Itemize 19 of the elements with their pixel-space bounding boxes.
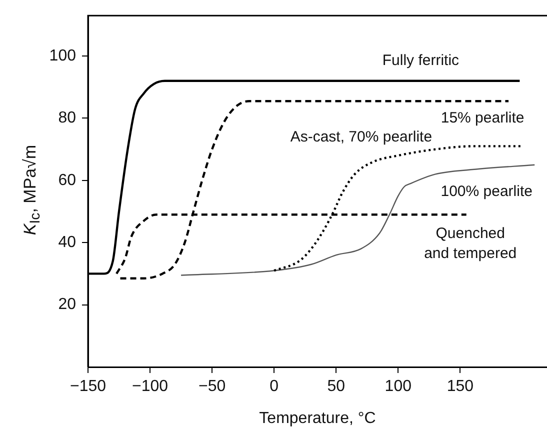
x-tick-label: −150 [70, 378, 106, 396]
x-tick-label: 0 [270, 378, 279, 396]
series-label: 100% pearlite [440, 183, 532, 200]
y-tick-label: 40 [58, 234, 76, 252]
y-tick-label: 80 [58, 110, 76, 127]
x-tick-label: 50 [327, 378, 346, 396]
y-tick-label: 60 [58, 172, 76, 189]
x-axis-title: Temperature, °C [259, 410, 376, 427]
series-label: Fully ferritic [382, 52, 460, 70]
line-series [180, 164, 536, 276]
x-tick-label: −50 [198, 378, 226, 396]
x-tick-label: 150 [446, 378, 474, 396]
series-label: As-cast, 70% pearlite [290, 128, 432, 146]
x-tick-label: 100 [384, 378, 412, 396]
series-label: Quenched and tempered [424, 224, 517, 262]
y-tick-label: 100 [49, 47, 76, 64]
series-label: 15% pearlite [440, 109, 524, 126]
y-tick-label: 20 [58, 296, 76, 314]
x-tick-label: −100 [132, 378, 168, 396]
